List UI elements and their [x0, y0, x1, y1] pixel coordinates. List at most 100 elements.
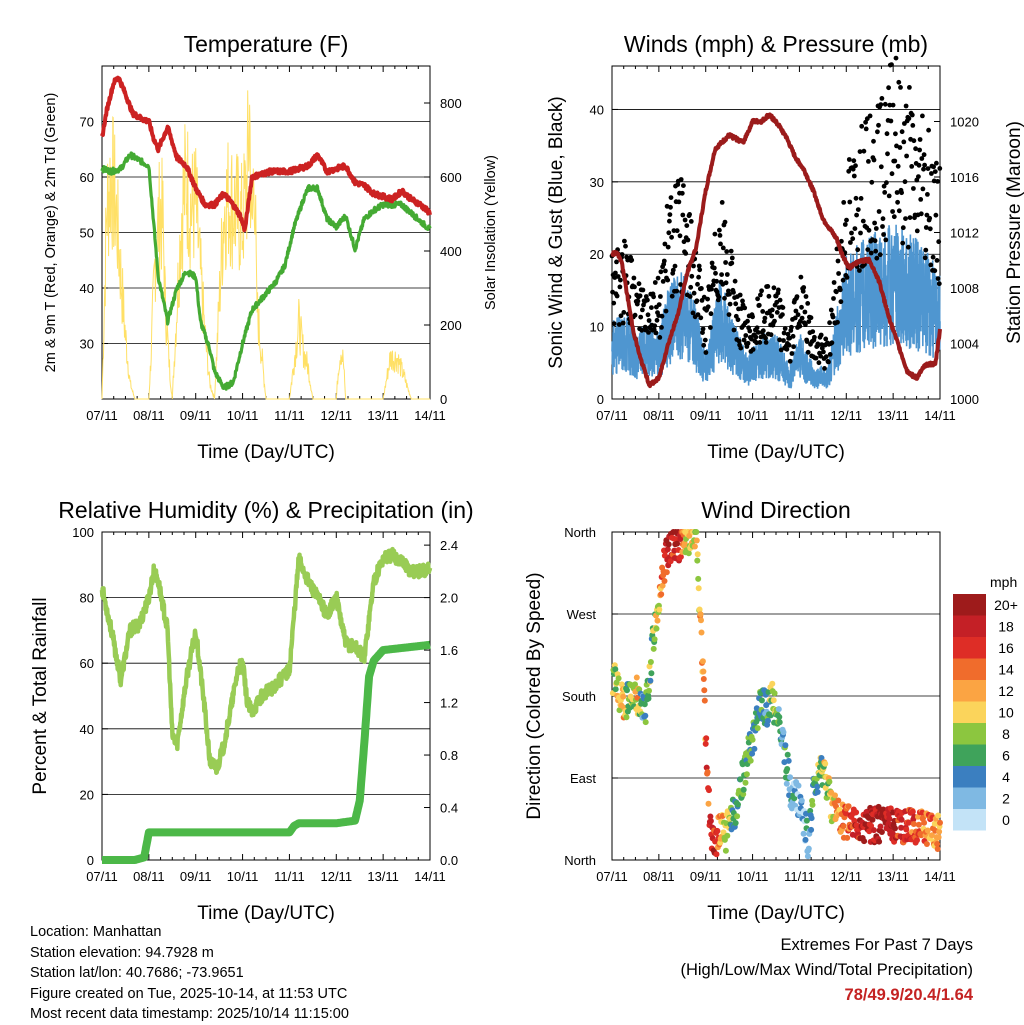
direction-point	[749, 750, 756, 757]
gust-point	[663, 308, 669, 314]
x-tick-label: 09/11	[690, 408, 722, 423]
chart-title: Winds (mph) & Pressure (mb)	[624, 31, 928, 57]
gust-point	[712, 231, 718, 237]
y-tick-label: 30	[80, 337, 94, 352]
gust-point	[898, 85, 903, 90]
y-tick-label: 60	[80, 656, 94, 671]
gust-point	[691, 263, 696, 269]
gust-point	[857, 149, 863, 155]
direction-point	[656, 606, 663, 613]
gust-point	[729, 255, 735, 261]
gust-point	[677, 233, 683, 239]
gust-point	[853, 163, 858, 169]
x-tick-label: 13/11	[367, 869, 399, 884]
gust-point	[632, 312, 638, 318]
gust-point	[697, 267, 703, 273]
x-axis-label: Time (Day/UTC)	[707, 903, 845, 924]
gust-point	[665, 277, 671, 283]
x-tick-label: 14/11	[414, 869, 446, 884]
gust-point	[669, 234, 674, 240]
gust-point	[841, 200, 847, 205]
humidity-chart: 07/11 08/11 09/11 10/11 11/11 12/11 13/11 14/11…	[30, 497, 474, 924]
direction-point	[647, 659, 654, 665]
x-tick-label: 13/11	[877, 408, 909, 423]
gust-point	[743, 333, 749, 338]
gust-point	[890, 209, 895, 214]
direction-point	[677, 536, 684, 542]
direction-point	[663, 569, 670, 576]
gust-point	[737, 292, 743, 298]
colorbar-label: 2	[1002, 791, 1010, 807]
gust-point	[782, 326, 788, 331]
gust-point	[883, 237, 889, 243]
direction-point	[822, 760, 829, 767]
y-tick-label: 40	[80, 722, 94, 737]
gust-point	[750, 347, 756, 352]
colorbar-unit: mph	[990, 574, 1017, 590]
gust-point	[667, 218, 672, 224]
gust-point	[834, 289, 839, 295]
direction-point	[737, 776, 744, 783]
colorbar-label: 18	[998, 619, 1014, 635]
direction-point	[832, 792, 838, 799]
gust-point	[866, 159, 871, 164]
gust-point	[678, 282, 683, 287]
station-info: Location: Manhattan Station elevation: 9…	[30, 922, 349, 1025]
gust-point	[881, 183, 887, 189]
gust-point	[672, 263, 678, 269]
gust-point	[777, 337, 782, 343]
gust-point	[640, 287, 646, 293]
direction-point	[809, 801, 816, 808]
x-tick-label: 07/11	[86, 869, 118, 884]
direction-point	[840, 823, 847, 830]
direction-point	[923, 841, 930, 847]
direction-point	[694, 557, 701, 564]
gust-point	[847, 199, 853, 205]
direction-point	[870, 827, 877, 834]
gust-point	[920, 113, 925, 119]
gust-point	[690, 310, 696, 316]
gust-point	[789, 351, 795, 356]
y-tick-label: 40	[590, 102, 604, 117]
gust-point	[801, 285, 807, 290]
gust-point	[694, 298, 700, 304]
gust-point	[759, 288, 764, 294]
x-tick-label: 10/11	[227, 408, 259, 423]
direction-point	[641, 701, 648, 708]
x-tick-label: 09/11	[690, 869, 722, 884]
gust-point	[936, 239, 942, 245]
gust-point	[688, 219, 694, 224]
gust-point	[844, 275, 850, 280]
gust-point	[683, 251, 689, 256]
gust-point	[882, 190, 888, 195]
y-tick-label: 0	[597, 392, 604, 407]
gust-point	[668, 204, 673, 210]
gust-point	[661, 258, 667, 264]
y-axis-label: Percent & Total Rainfall	[30, 597, 51, 794]
gust-point	[696, 274, 701, 280]
gust-point	[653, 330, 659, 336]
gust-point	[728, 248, 734, 254]
gust-point	[780, 305, 786, 310]
gust-point	[718, 241, 723, 247]
gust-point	[930, 254, 936, 260]
gust-point	[792, 315, 798, 321]
gust-point	[785, 331, 791, 337]
gust-point	[805, 301, 811, 306]
y2-tick-label: 2.4	[440, 538, 458, 553]
gust-point	[822, 366, 827, 371]
gust-point	[682, 217, 688, 223]
gust-point	[687, 212, 692, 217]
gust-point	[762, 315, 768, 321]
gust-point	[614, 293, 620, 299]
direction-point	[905, 819, 912, 826]
gust-point	[614, 259, 619, 265]
gust-point	[896, 79, 902, 85]
direction-point	[780, 729, 787, 736]
direction-point	[808, 826, 815, 833]
gust-point	[835, 319, 840, 325]
direction-point	[747, 757, 754, 764]
gust-point	[880, 224, 885, 229]
gust-point	[874, 255, 880, 261]
gust-point	[903, 216, 908, 222]
